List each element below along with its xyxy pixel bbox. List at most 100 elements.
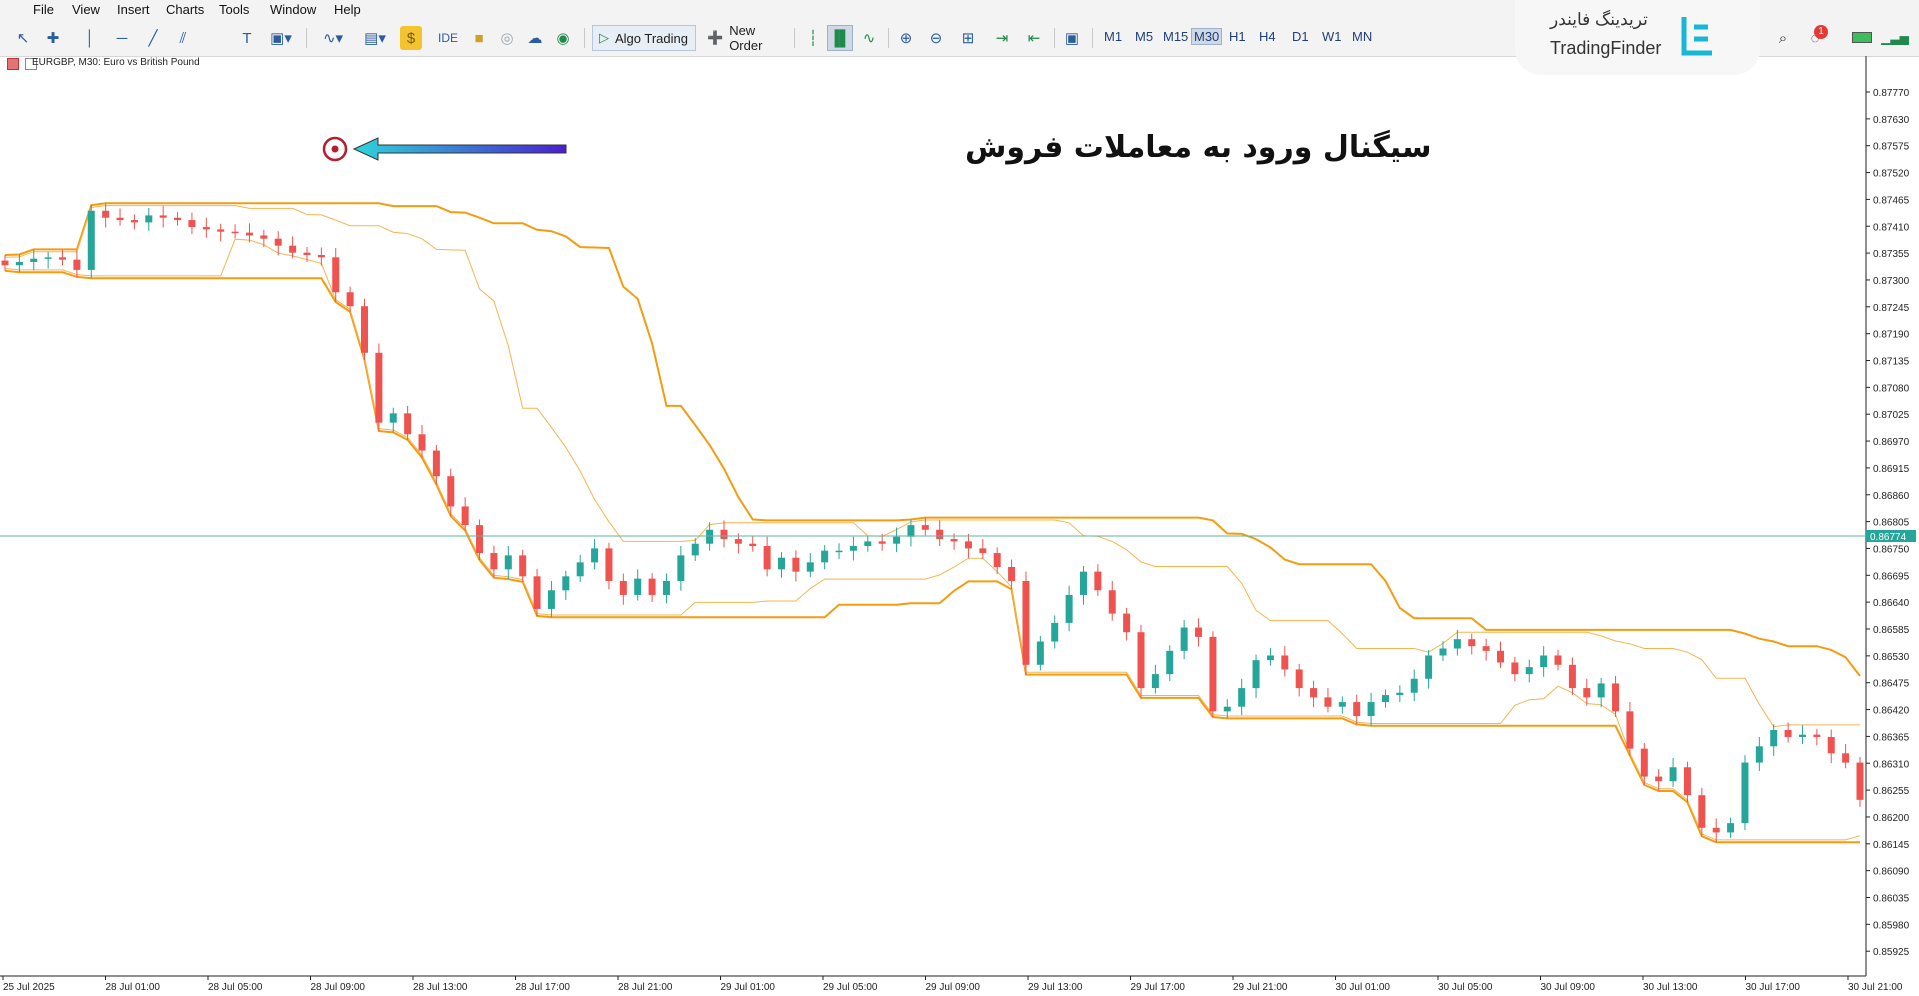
candle-body (979, 548, 987, 554)
horizontal-line-icon[interactable]: ─ (116, 29, 128, 47)
candle-body (734, 539, 742, 544)
candle-body (490, 553, 498, 570)
search-icon[interactable]: ⌕ (1778, 29, 1788, 47)
bar-chart-icon[interactable]: ┆ (808, 30, 818, 47)
timeframe-h4[interactable]: H4 (1259, 29, 1276, 44)
crosshair-icon[interactable]: ✚ (46, 30, 60, 47)
candle-body (303, 252, 311, 255)
price-tick-label: 0.86750 (1873, 544, 1910, 555)
chart-template-icon[interactable]: ▤▾ (364, 30, 386, 47)
candle-body (1180, 627, 1188, 651)
menu-tools[interactable]: Tools (219, 2, 250, 17)
price-tick-label: 0.86695 (1873, 571, 1910, 582)
candle-body (806, 562, 814, 572)
vps-icon[interactable]: ◉ (556, 30, 570, 47)
pointer-icon[interactable]: ↖ (16, 30, 30, 47)
algo-trading-button[interactable]: ▷ Algo Trading (592, 25, 696, 51)
candle-body (289, 245, 297, 253)
current-price-tag (1866, 530, 1916, 542)
time-axis: 25 Jul 2025 28 Jul 01:00 28 Jul 05:00 28 Ju… (2, 976, 1903, 993)
chart-shift-icon[interactable]: ⇤ (1027, 30, 1041, 47)
timeframe-h1[interactable]: H1 (1229, 29, 1246, 44)
price-tick-label: 0.86585 (1873, 625, 1910, 636)
shapes-icon[interactable]: ▣▾ (270, 30, 292, 47)
time-tick-label: 28 Jul 09:00 (311, 982, 366, 993)
play-icon: ▷ (599, 30, 609, 45)
candle-body (418, 434, 426, 451)
timeframe-w1[interactable]: W1 (1322, 29, 1342, 44)
candle-body (821, 550, 829, 563)
menu-window[interactable]: Window (270, 2, 317, 17)
timeframe-m15[interactable]: M15 (1163, 29, 1189, 44)
timeframe-m1[interactable]: M1 (1104, 29, 1123, 44)
candlestick-chart-icon[interactable]: ▐▌ (827, 25, 853, 51)
candle-body (1381, 695, 1389, 703)
zoom-in-icon[interactable]: ⊕ (899, 30, 913, 47)
timeframe-m30[interactable]: M30 (1190, 28, 1223, 45)
screenshot-icon[interactable]: ▣ (1064, 30, 1080, 47)
candle-body (1813, 734, 1821, 737)
candle-body (1453, 639, 1461, 649)
channel-indicator (4, 202, 1861, 844)
timeframe-d1[interactable]: D1 (1292, 29, 1309, 44)
menu-charts[interactable]: Charts (166, 2, 205, 17)
menu-help[interactable]: Help (334, 2, 361, 17)
price-tick-label: 0.85925 (1873, 947, 1910, 958)
candle-body (73, 259, 81, 270)
candle-body (547, 590, 555, 609)
chat-icon[interactable]: ◌ (1810, 29, 1820, 47)
signal-strength-icon[interactable]: ▁▃▅ (1881, 31, 1909, 45)
candle-body (1094, 571, 1102, 591)
indicators-icon[interactable]: ∿▾ (322, 30, 344, 47)
timeframe-m5[interactable]: M5 (1135, 29, 1154, 44)
candle-body (1410, 678, 1418, 693)
candle-body (792, 557, 800, 572)
text-tool-icon[interactable]: T (242, 29, 252, 47)
zoom-out-icon[interactable]: ⊖ (929, 30, 943, 47)
menu-view[interactable]: View (72, 2, 100, 17)
candle-body (332, 257, 340, 293)
candle-body (648, 578, 656, 595)
price-chart[interactable]: 0.87770 0.87630 0.87575 0.87520 0.87465 0.874… (0, 56, 1919, 996)
channel-icon[interactable]: ⫽ (179, 29, 187, 47)
candle-body (1051, 622, 1059, 642)
candle-body (1151, 674, 1159, 689)
menu-insert[interactable]: Insert (117, 2, 150, 17)
candle-body (1338, 702, 1346, 707)
candle-body (360, 306, 368, 353)
line-chart-icon[interactable]: ∿ (862, 30, 876, 47)
grid-icon[interactable]: ⊞ (961, 30, 975, 47)
menu-file[interactable]: File (33, 2, 54, 17)
price-tick-label: 0.87355 (1873, 249, 1910, 260)
market-icon[interactable]: $ (400, 26, 422, 50)
candle-body (1482, 646, 1490, 651)
candle-body (893, 536, 901, 544)
candle-body (1310, 688, 1318, 698)
new-order-button[interactable]: ➕ New Order (700, 23, 788, 53)
chart-icons (7, 58, 38, 73)
candle-body (1655, 776, 1663, 782)
signals-icon[interactable]: ◎ (500, 30, 514, 47)
toolbar-separator (794, 28, 795, 48)
tradingfinder-mark-icon (1681, 17, 1712, 56)
cloud-icon[interactable]: ☁ (527, 30, 543, 47)
autoscroll-icon[interactable]: ⇥ (995, 30, 1009, 47)
candle-body (1583, 688, 1591, 698)
candle-body (1266, 655, 1274, 661)
trendline-icon[interactable]: ╱ (148, 30, 158, 47)
candle-body (849, 546, 857, 551)
candle-body (1827, 736, 1835, 754)
timeframe-mn[interactable]: MN (1352, 29, 1373, 44)
candle-body (706, 529, 714, 544)
candle-body (1367, 702, 1375, 717)
price-tick-label: 0.87575 (1873, 142, 1910, 153)
candle-body (447, 476, 455, 507)
time-tick-label: 29 Jul 21:00 (1233, 982, 1288, 993)
ide-button[interactable]: IDE (437, 31, 458, 45)
candles (1, 203, 1864, 843)
menu-bar: File View Insert Charts Tools Window Hel… (0, 0, 1919, 20)
price-tick-label: 0.87190 (1873, 330, 1910, 341)
shopping-bag-icon[interactable]: ■ (474, 29, 484, 47)
upper-band-line (4, 202, 1861, 677)
vertical-line-icon[interactable]: │ (85, 29, 95, 47)
